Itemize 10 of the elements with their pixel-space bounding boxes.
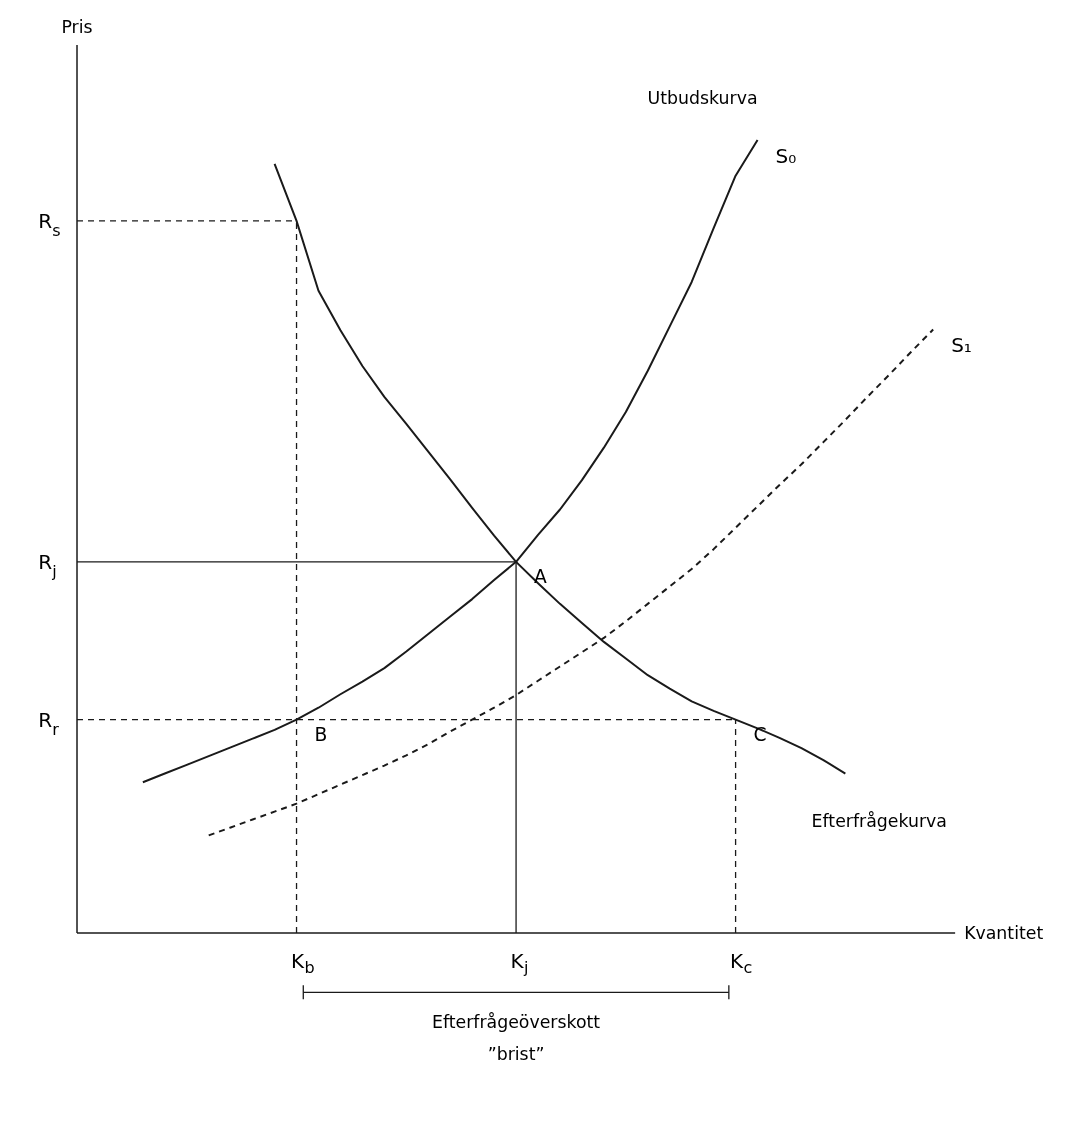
text: Pris xyxy=(61,16,93,37)
text: Efterfrågekurva xyxy=(811,811,947,832)
text: Utbudskurva xyxy=(647,88,758,109)
x-axis-title: Kvantitet xyxy=(964,922,1044,943)
series-label: S₁ xyxy=(951,333,972,358)
series-label: S₀ xyxy=(775,143,797,168)
annotation: A xyxy=(534,565,548,587)
text: Efterfrågeöverskott ”brist” xyxy=(432,1012,601,1064)
annotation: C xyxy=(753,723,767,745)
annotation: B xyxy=(314,723,328,745)
